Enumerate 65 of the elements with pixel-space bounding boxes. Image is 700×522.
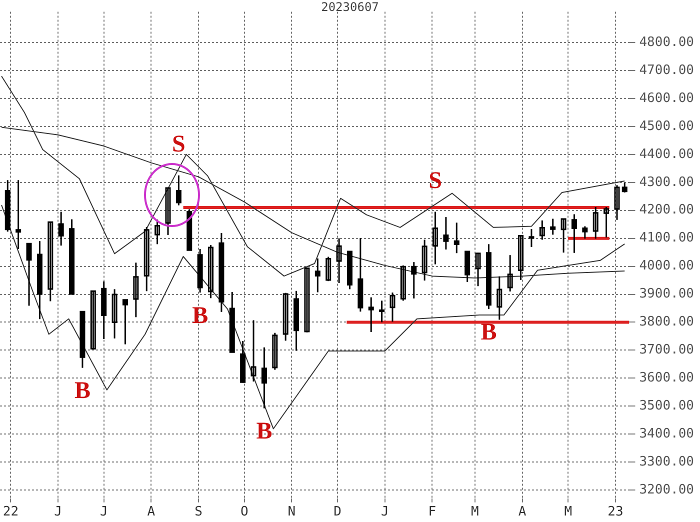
candlestick: [326, 256, 332, 282]
y-tick-label: 4600.00: [639, 90, 694, 106]
x-tick-label: A: [518, 504, 526, 520]
x-tick-label: M: [471, 504, 480, 520]
x-tick-label: S: [194, 504, 202, 520]
x-tick-label: J: [380, 504, 389, 520]
candlestick: [165, 187, 171, 236]
candlestick: [592, 206, 598, 240]
candlestick: [604, 206, 610, 238]
x-tick-label: A: [147, 504, 156, 520]
candlestick: [475, 252, 481, 287]
x-tick-label: 22: [2, 504, 19, 520]
y-tick-label: 3900.00: [639, 286, 694, 302]
annotation: B: [74, 378, 90, 404]
y-tick-label: 3700.00: [639, 342, 694, 358]
y-tick-label: 4200.00: [639, 202, 694, 218]
candlestick: [250, 320, 256, 382]
candlestick: [133, 262, 139, 318]
y-tick-label: 4300.00: [639, 174, 694, 190]
candlestick: [422, 238, 428, 282]
x-tick-label: N: [288, 504, 296, 520]
candlestick: [400, 264, 406, 302]
annotation: S: [172, 132, 186, 158]
candlestick: [560, 218, 566, 254]
annotation: B: [192, 302, 208, 329]
candlestick: [518, 234, 524, 281]
y-tick-label: 3200.00: [639, 482, 694, 498]
annotation: S: [428, 168, 442, 194]
candlestick: [432, 211, 438, 266]
candlestick: [48, 221, 54, 302]
candlestick: [304, 267, 310, 334]
y-tick-label: 3600.00: [639, 370, 694, 386]
y-tick-label: 4000.00: [639, 258, 694, 274]
candlestick: [112, 288, 118, 340]
x-tick-label: F: [428, 504, 436, 520]
annotation: B: [480, 319, 497, 346]
annotation: 20230607: [320, 0, 380, 14]
candlestick: [390, 292, 396, 322]
candlestick: [282, 292, 288, 342]
y-tick-label: 4100.00: [639, 230, 694, 246]
candlestick: [614, 184, 620, 221]
y-tick-label: 4700.00: [639, 62, 694, 78]
candlestick: [272, 332, 278, 371]
y-tick-label: 3800.00: [639, 314, 694, 330]
candlestick: [208, 244, 214, 299]
candlestick: [90, 290, 96, 350]
candlestick: [539, 220, 545, 240]
annotation: B: [256, 418, 272, 445]
y-tick-label: 3400.00: [639, 426, 694, 442]
y-tick-label: 4500.00: [639, 118, 694, 134]
candlestick: [507, 254, 513, 292]
y-tick-label: 4800.00: [639, 34, 694, 50]
candlestick: [528, 228, 534, 248]
candlestick: [336, 238, 342, 284]
x-tick-label: D: [334, 504, 342, 520]
x-tick-label: J: [54, 504, 62, 520]
x-tick-label: 23: [608, 504, 624, 520]
x-tick-label: J: [100, 504, 108, 520]
x-tick-label: O: [240, 504, 248, 520]
candlestick: [144, 226, 150, 292]
y-tick-label: 4400.00: [639, 146, 694, 162]
candlestick: [496, 276, 502, 320]
y-tick-label: 3300.00: [639, 454, 694, 470]
x-tick-label: M: [564, 504, 572, 520]
y-tick-label: 3500.00: [639, 398, 694, 414]
